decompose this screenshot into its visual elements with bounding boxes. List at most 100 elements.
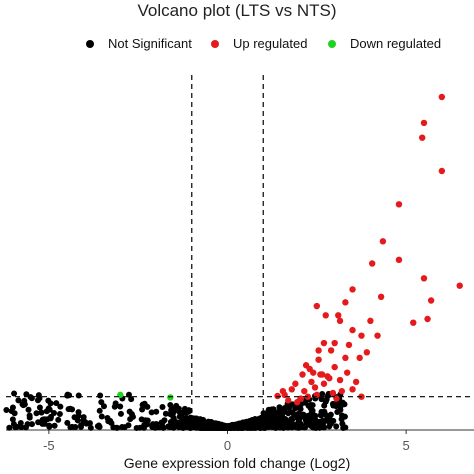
point-not-significant [94, 423, 101, 430]
point-not-significant [158, 419, 165, 426]
point-up-regulated [427, 297, 435, 304]
point-not-significant [64, 392, 71, 399]
point-up-regulated [349, 386, 356, 393]
point-not-significant [25, 406, 32, 413]
point-not-significant [153, 420, 160, 427]
point-not-significant [3, 406, 10, 413]
legend-item-up-regulated: Up regulated [211, 36, 307, 51]
point-not-significant [108, 420, 115, 427]
point-up-regulated [349, 286, 356, 293]
point-not-significant [166, 424, 173, 431]
point-not-significant [144, 403, 151, 410]
point-not-significant [265, 406, 272, 413]
point-not-significant [273, 423, 280, 430]
point-up-regulated [356, 354, 363, 362]
point-up-regulated [343, 369, 351, 376]
point-not-significant [327, 411, 334, 418]
point-not-significant [20, 402, 27, 409]
point-up-regulated [420, 119, 428, 127]
point-not-significant [64, 419, 71, 426]
point-up-regulated [274, 392, 281, 400]
point-up-regulated [310, 369, 317, 376]
point-up-regulated [342, 299, 349, 306]
point-not-significant [237, 422, 244, 429]
point-up-regulated [367, 317, 374, 325]
point-not-significant [9, 404, 16, 411]
point-up-regulated [377, 293, 385, 300]
point-not-significant [36, 404, 43, 411]
point-up-regulated [285, 397, 292, 404]
point-not-significant [195, 418, 202, 425]
x-tick-label-0: -5 [43, 438, 55, 453]
point-up-regulated [438, 167, 446, 175]
point-not-significant [173, 422, 180, 429]
point-up-regulated [395, 256, 403, 263]
point-up-regulated [331, 339, 338, 347]
point-not-significant [159, 404, 166, 411]
point-not-significant [75, 412, 82, 419]
point-not-significant [57, 403, 64, 410]
point-not-significant [301, 424, 308, 431]
point-not-significant [314, 424, 321, 431]
point-up-regulated [299, 371, 306, 378]
point-up-regulated [336, 317, 344, 325]
point-not-significant [263, 422, 270, 429]
point-not-significant [148, 409, 155, 416]
point-not-significant [53, 400, 60, 407]
legend-item-down-regulated: Down regulated [328, 36, 441, 51]
point-not-significant [46, 422, 53, 429]
point-not-significant [321, 408, 328, 415]
point-not-significant [317, 418, 324, 425]
point-not-significant [292, 405, 299, 412]
point-not-significant [98, 413, 105, 420]
point-up-regulated [320, 380, 328, 387]
point-not-significant [180, 420, 187, 427]
point-not-significant [193, 423, 200, 430]
point-up-regulated [374, 332, 381, 339]
point-not-significant [339, 399, 346, 406]
point-not-significant [185, 407, 192, 414]
point-not-significant [186, 421, 193, 428]
legend-dot-up-regulated [211, 39, 219, 48]
point-not-significant [77, 423, 84, 430]
point-not-significant [329, 400, 336, 407]
point-not-significant [69, 423, 76, 430]
point-not-significant [139, 402, 146, 409]
point-not-significant [138, 416, 145, 423]
point-not-significant [175, 405, 182, 412]
point-not-significant [280, 406, 287, 413]
point-not-significant [341, 424, 348, 431]
point-not-significant [219, 424, 226, 431]
point-not-significant [333, 423, 340, 430]
point-not-significant [38, 409, 45, 416]
point-not-significant [51, 422, 58, 429]
point-up-regulated [326, 375, 333, 382]
point-up-regulated [379, 238, 387, 245]
point-not-significant [98, 399, 105, 406]
legend-label-up-regulated: Up regulated [233, 36, 308, 51]
point-not-significant [117, 410, 124, 417]
chart-title: Volcano plot (LTS vs NTS) [137, 1, 337, 20]
point-not-significant [129, 413, 136, 420]
point-up-regulated [322, 312, 329, 319]
point-up-regulated [368, 260, 376, 267]
point-up-regulated [456, 282, 463, 289]
point-not-significant [206, 421, 213, 428]
point-not-significant [139, 406, 146, 413]
point-up-regulated [358, 332, 365, 339]
point-not-significant [17, 420, 24, 427]
point-up-regulated [338, 387, 346, 395]
point-up-regulated [293, 399, 301, 406]
point-down-regulated [167, 394, 174, 401]
point-not-significant [55, 416, 62, 423]
point-up-regulated [331, 363, 338, 371]
point-not-significant [169, 410, 176, 417]
legend-label-down-regulated: Down regulated [350, 36, 442, 51]
point-not-significant [11, 390, 18, 397]
point-not-significant [75, 392, 82, 399]
point-not-significant [26, 414, 33, 421]
point-not-significant [167, 402, 174, 409]
point-up-regulated [363, 349, 371, 356]
point-not-significant [82, 419, 89, 426]
point-not-significant [180, 424, 187, 431]
